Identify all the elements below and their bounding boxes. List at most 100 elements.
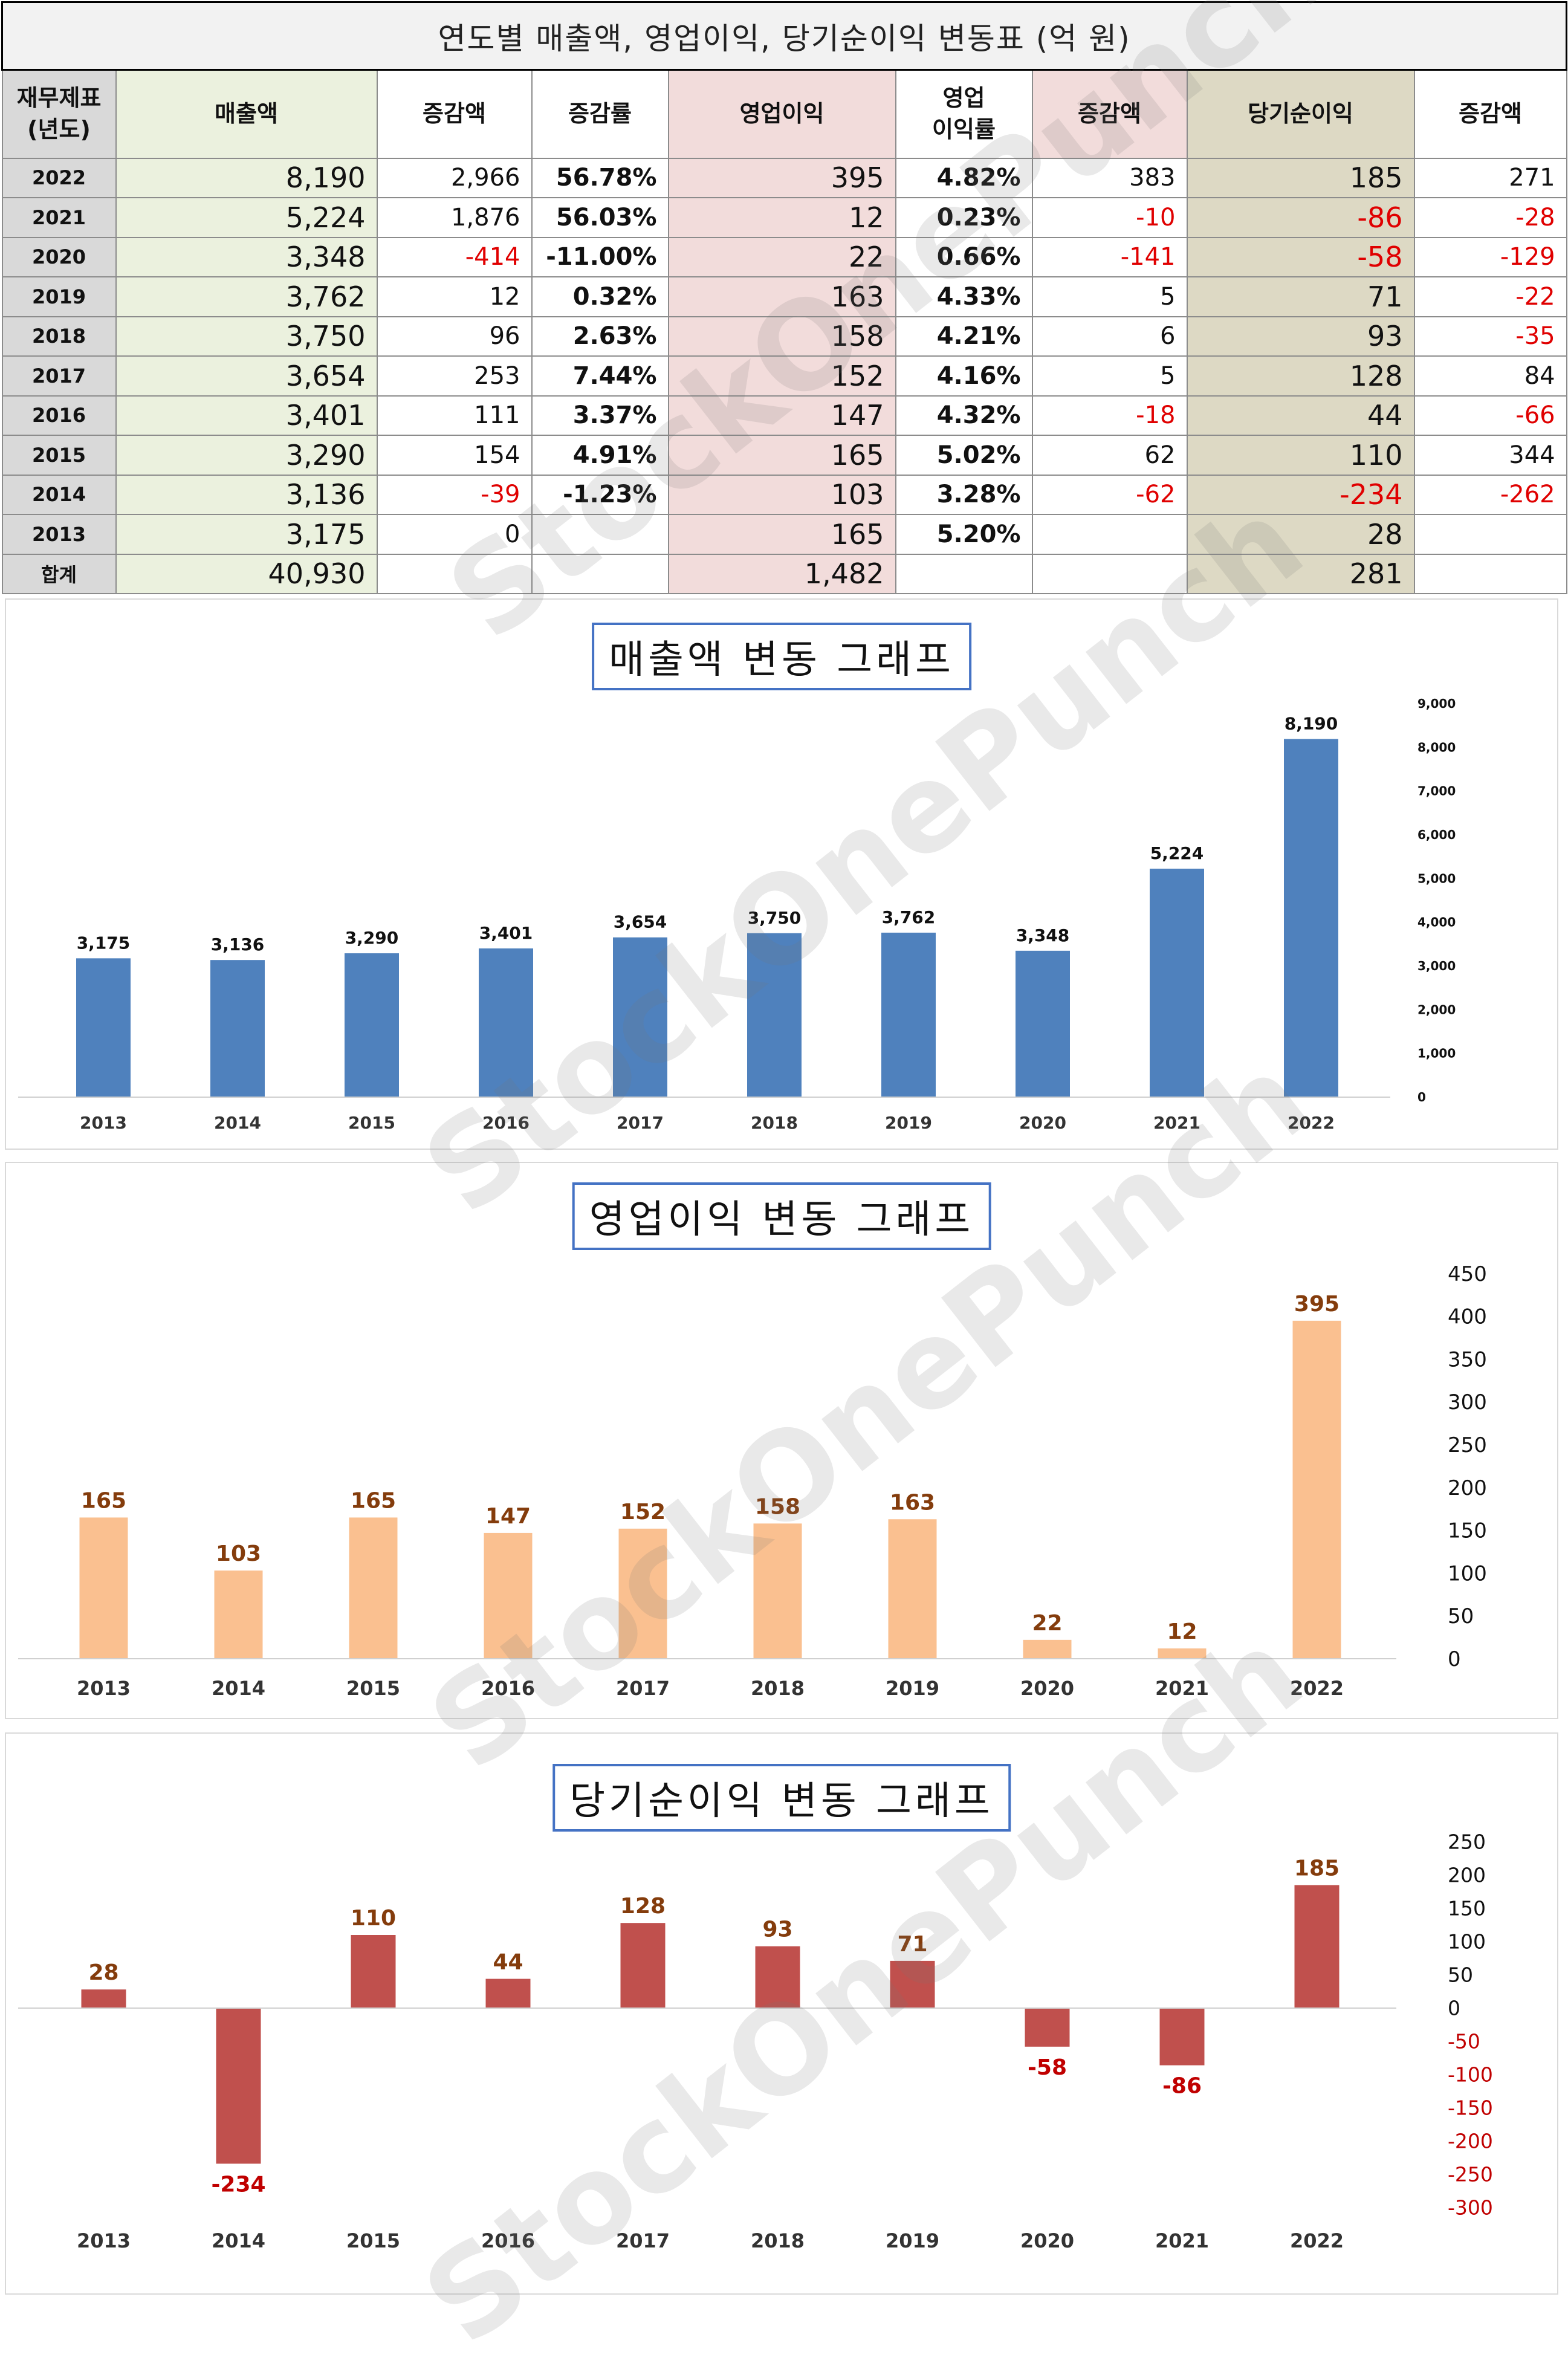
bar-2015 (351, 1935, 396, 2008)
x-tick-label-2013: 2013 (77, 2229, 131, 2252)
bar-2013 (76, 958, 131, 1097)
cell-op-profit: 147 (667, 395, 896, 436)
cell-net-income: 71 (1186, 276, 1415, 317)
cell-sales-change: 12 (376, 276, 533, 317)
x-tick-label-2022: 2022 (1290, 2229, 1344, 2252)
cell-net-income: 110 (1186, 435, 1415, 476)
data-label-2014: -234 (211, 2172, 265, 2197)
bar-2021 (1159, 2008, 1205, 2066)
y-tick-label: 4,000 (1417, 915, 1456, 930)
cell-net-change: -129 (1413, 236, 1567, 277)
cell-op-margin: 4.33% (895, 276, 1033, 317)
bar-2022 (1284, 739, 1338, 1097)
data-label-2014: 3,136 (211, 935, 265, 954)
bar-2021 (1158, 1648, 1207, 1659)
cell-sales-rate: 2.63% (531, 316, 669, 357)
cell-op-profit: 165 (667, 435, 896, 476)
cell-op-change: 5 (1031, 276, 1188, 317)
x-tick-label-2016: 2016 (482, 1113, 530, 1133)
cell-op-profit: 158 (667, 316, 896, 357)
bar-2014 (216, 2008, 261, 2164)
y-tick-label: 50 (1448, 1604, 1474, 1628)
cell-op-profit: 395 (667, 157, 896, 198)
cell-sales-rate: 7.44% (531, 355, 669, 397)
x-tick-label-2020: 2020 (1019, 1113, 1066, 1133)
bar-2022 (1294, 1885, 1340, 2008)
table-row: 2015 3,290 154 4.91% 165 5.02% 62 110 344 (1, 435, 1567, 476)
data-label-2020: 3,348 (1016, 925, 1070, 945)
table-row: 2020 3,348 -414 -11.00% 22 0.66% -141 -58 -129 (1, 236, 1567, 277)
y-tick-label: 50 (1448, 1963, 1473, 1987)
total-sales-change (376, 553, 533, 594)
total-sales: 40,930 (115, 553, 378, 594)
cell-year: 2022 (1, 157, 117, 198)
cell-op-change: 62 (1031, 435, 1188, 476)
table-row: 2014 3,136 -39 -1.23% 103 3.28% -62 -234 -262 (1, 474, 1567, 515)
data-label-2015: 165 (351, 1488, 396, 1513)
y-tick-label: 150 (1448, 1897, 1486, 1920)
cell-op-margin: 0.23% (895, 197, 1033, 238)
cell-sales-change: 1,876 (376, 197, 533, 238)
y-tick-label: 250 (1448, 1830, 1486, 1854)
cell-sales-rate: 0.32% (531, 276, 669, 317)
y-tick-label: 250 (1448, 1433, 1487, 1457)
header-op-margin: 영업 이익률 (895, 69, 1033, 159)
data-label-2015: 3,290 (345, 928, 399, 948)
bar-2019 (881, 932, 936, 1097)
cell-sales-change: 0 (376, 514, 533, 555)
cell-sales: 3,175 (115, 514, 378, 555)
cell-net-change: -262 (1413, 474, 1567, 515)
x-tick-label-2021: 2021 (1155, 1677, 1209, 1700)
x-tick-label-2021: 2021 (1155, 2229, 1209, 2252)
cell-sales-change: 96 (376, 316, 533, 357)
y-tick-label: 8,000 (1417, 740, 1456, 754)
cell-net-change (1413, 514, 1567, 555)
cell-net-change: -66 (1413, 395, 1567, 436)
y-tick-label: 6,000 (1417, 828, 1456, 842)
bar-2018 (747, 933, 802, 1097)
cell-sales-change: -414 (376, 236, 533, 277)
cell-net-income: -58 (1186, 236, 1415, 277)
op-profit-chart: 0 50 100 150 200 250 300 350 400 450 165 2013 103 201… (18, 1262, 1487, 1700)
cell-op-margin: 4.32% (895, 395, 1033, 436)
data-label-2015: 110 (351, 1906, 396, 1931)
data-label-2017: 128 (620, 1894, 666, 1919)
bar-2020 (1025, 2008, 1070, 2047)
bar-2015 (345, 953, 399, 1097)
cell-year: 2017 (1, 355, 117, 397)
x-tick-label-2017: 2017 (616, 1677, 670, 1700)
data-label-2018: 158 (755, 1494, 800, 1519)
cell-op-margin: 5.20% (895, 514, 1033, 555)
header-year: 재무제표 (년도) (1, 69, 117, 159)
cell-sales: 3,348 (115, 236, 378, 277)
x-tick-label-2017: 2017 (617, 1113, 664, 1133)
bar-2019 (888, 1519, 937, 1659)
y-tick-label: 300 (1448, 1390, 1487, 1414)
y-tick-label: 5,000 (1417, 871, 1456, 886)
total-net-income: 281 (1186, 553, 1415, 594)
data-label-2020: -58 (1028, 2055, 1067, 2080)
x-tick-label-2015: 2015 (346, 2229, 400, 2252)
data-label-2020: 22 (1032, 1611, 1062, 1636)
cell-op-margin: 5.02% (895, 435, 1033, 476)
x-tick-label-2019: 2019 (886, 2229, 939, 2252)
cell-net-income: 185 (1186, 157, 1415, 198)
data-label-2022: 395 (1294, 1292, 1340, 1317)
bar-2022 (1292, 1320, 1341, 1659)
cell-sales-rate: -1.23% (531, 474, 669, 515)
data-label-2018: 93 (762, 1917, 792, 1942)
data-label-2019: 163 (890, 1490, 935, 1515)
y-tick-label: 7,000 (1417, 784, 1456, 799)
y-tick-label: 1,000 (1417, 1046, 1456, 1061)
data-label-2017: 152 (620, 1500, 666, 1525)
data-label-2021: 5,224 (1150, 843, 1204, 863)
cell-op-profit: 152 (667, 355, 896, 397)
cell-op-profit: 165 (667, 514, 896, 555)
bar-2017 (613, 937, 667, 1097)
table-header-row: 재무제표 (년도) 매출액 증감액 증감률 영업이익 영업 이익률 증감액 당기순이… (1, 69, 1567, 159)
bar-2018 (753, 1523, 802, 1659)
cell-year: 2020 (1, 236, 117, 277)
x-tick-label-2013: 2013 (77, 1677, 131, 1700)
bar-2020 (1023, 1639, 1072, 1659)
x-tick-label-2017: 2017 (616, 2229, 670, 2252)
